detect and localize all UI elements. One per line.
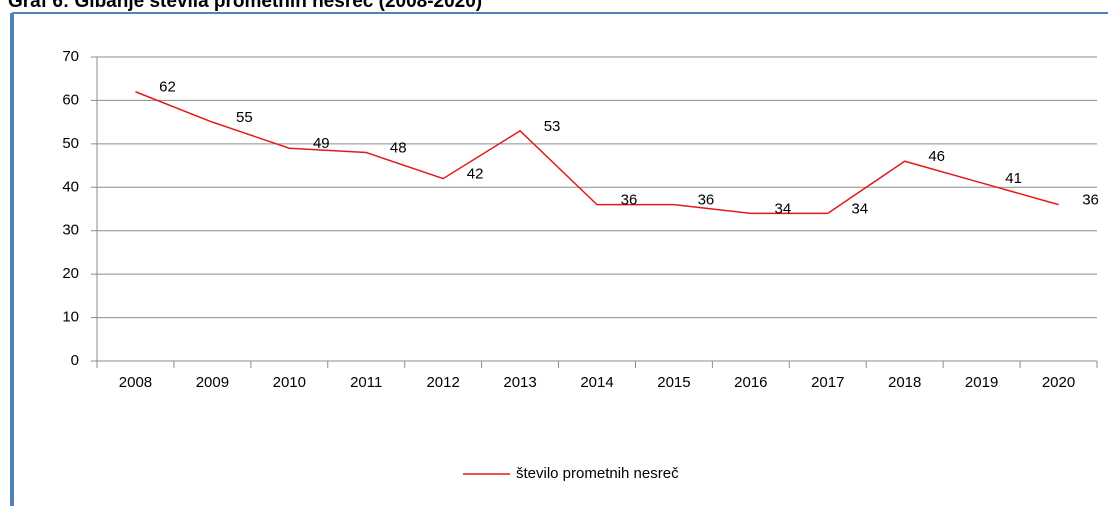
- data-label: 34: [851, 200, 868, 217]
- y-tick-label: 30: [62, 222, 79, 239]
- data-label: 42: [467, 166, 484, 183]
- x-tick-label: 2018: [888, 374, 921, 391]
- y-tick-label: 20: [62, 265, 79, 282]
- x-tick-label: 2011: [350, 374, 382, 391]
- legend-label: število prometnih nesreč: [516, 465, 679, 482]
- x-tick-label: 2008: [119, 374, 152, 391]
- data-label: 36: [1082, 192, 1099, 209]
- x-tick-label: 2014: [580, 374, 613, 391]
- data-label: 49: [313, 135, 330, 152]
- data-label: 53: [544, 118, 561, 135]
- data-label: 46: [928, 148, 945, 165]
- data-label: 48: [390, 140, 407, 157]
- data-label: 34: [775, 200, 792, 217]
- y-tick-label: 10: [62, 309, 79, 326]
- data-label: 36: [621, 192, 638, 209]
- y-tick-label: 40: [62, 178, 79, 195]
- x-tick-label: 2009: [196, 374, 229, 391]
- data-label: 62: [159, 79, 176, 96]
- y-tick-label: 70: [62, 48, 79, 65]
- x-tick-label: 2020: [1042, 374, 1075, 391]
- y-tick-label: 50: [62, 135, 79, 152]
- x-tick-label: 2017: [811, 374, 844, 391]
- x-tick-label: 2016: [734, 374, 767, 391]
- x-tick-label: 2013: [503, 374, 536, 391]
- y-tick-label: 0: [71, 352, 79, 369]
- x-tick-label: 2019: [965, 374, 998, 391]
- data-line: [135, 91, 1059, 215]
- chart-title: Graf 6: Gibanje števila prometnih nesreč…: [8, 0, 482, 12]
- data-label: 36: [698, 192, 715, 209]
- x-tick-label: 2012: [426, 374, 459, 391]
- data-label: 41: [1005, 170, 1022, 187]
- x-tick-label: 2015: [657, 374, 690, 391]
- y-tick-label: 60: [62, 91, 79, 108]
- x-tick-label: 2010: [273, 374, 306, 391]
- data-label: 55: [236, 109, 253, 126]
